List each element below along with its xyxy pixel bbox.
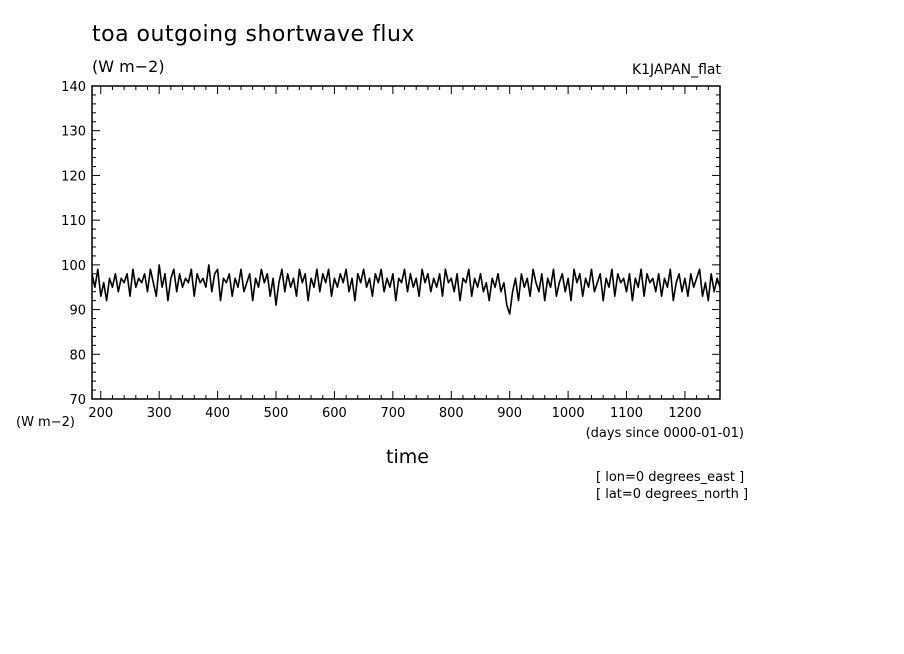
series-line-1 <box>91 264 721 315</box>
x-tick-label: 600 <box>322 406 347 421</box>
note-lat: [ lat=0 degrees_north ] <box>596 487 749 502</box>
note-lon: [ lon=0 degrees_east ] <box>596 470 745 485</box>
y-tick-label: 80 <box>69 348 86 363</box>
x-tick-label: 800 <box>439 406 464 421</box>
x-tick-label: 200 <box>88 406 113 421</box>
x-tick-label: 700 <box>380 406 405 421</box>
y-tick-label: 140 <box>61 80 86 95</box>
y-tick-label: 130 <box>61 125 86 140</box>
x-tick-label: 1000 <box>552 406 585 421</box>
y-tick-label: 100 <box>61 259 86 274</box>
x-tick-label: 500 <box>264 406 289 421</box>
y-tick-label: 90 <box>69 304 86 319</box>
y-tick-label: 110 <box>61 214 86 229</box>
x-tick-label: 300 <box>147 406 172 421</box>
axis-ticks <box>92 85 721 400</box>
x-axis-label: time <box>386 446 429 468</box>
run-label: K1JAPAN_flat <box>631 62 721 78</box>
plot-frame <box>91 85 721 400</box>
axis-tick-labels: 200 300 400 500 600 700 800 900 1000 1100 1200 70 80… <box>61 80 701 421</box>
y-tick-label: 120 <box>61 169 86 184</box>
x-axis-units: (days since 0000-01-01) <box>585 426 744 441</box>
x-tick-label: 1100 <box>610 406 643 421</box>
chart-title: toa outgoing shortwave flux <box>92 22 415 47</box>
x-tick-label: 1200 <box>668 406 701 421</box>
x-tick-label: 900 <box>497 406 522 421</box>
x-tick-label: 400 <box>205 406 230 421</box>
series-layer <box>91 264 721 315</box>
y-axis-units: (W m−2) <box>16 415 75 430</box>
y-tick-label: 70 <box>69 393 86 408</box>
chart-units: (W m−2) <box>92 57 165 76</box>
